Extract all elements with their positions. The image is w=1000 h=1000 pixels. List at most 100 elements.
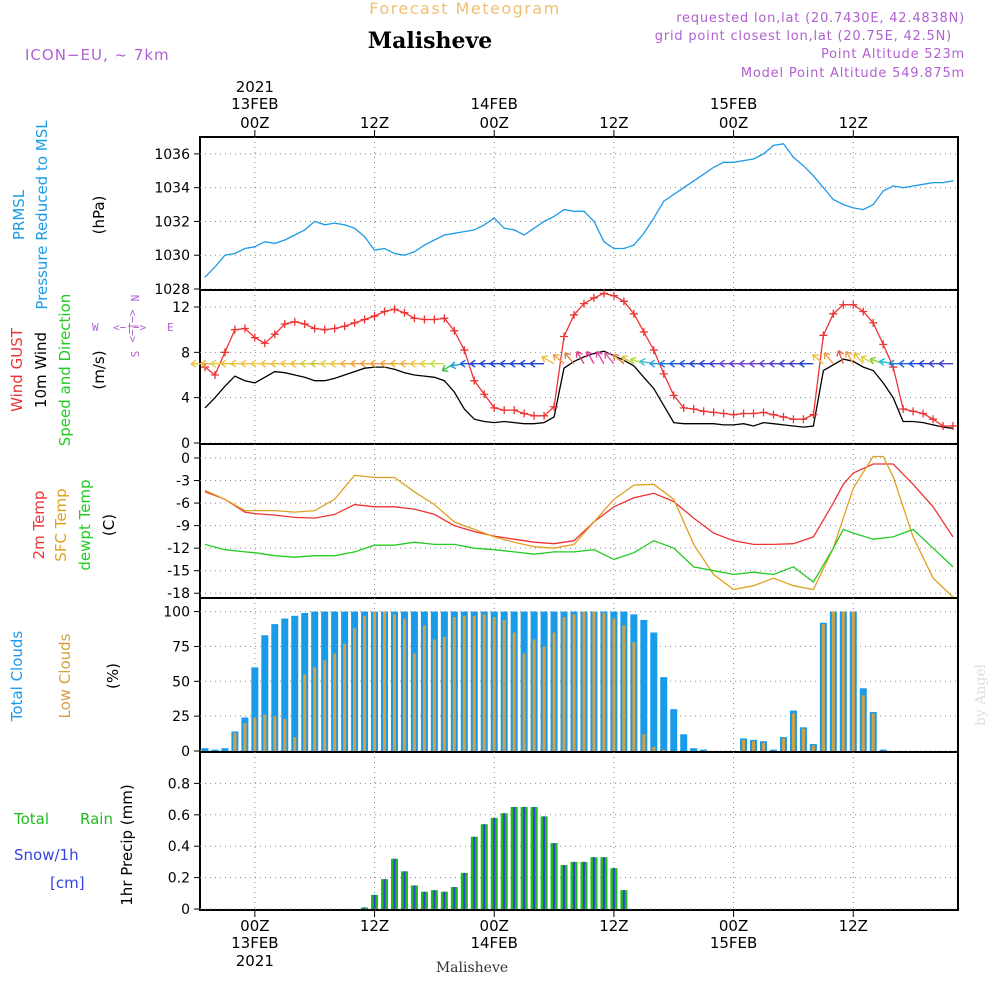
wind-arrow [823, 352, 834, 365]
y-tick-label: -18 [167, 586, 190, 602]
low-cloud-bar [542, 646, 546, 751]
wind-arrow [853, 352, 864, 365]
rain-bar-core [443, 891, 446, 909]
y-tick-label: 25 [172, 709, 190, 725]
pressure-point [583, 210, 585, 212]
precip-axis-label: 1hr Precip (mm) [118, 784, 136, 905]
pressure-point [513, 229, 515, 231]
wind-arrow [845, 350, 854, 365]
pressure-point [922, 183, 924, 185]
t2m-label: 2m Temp [30, 491, 48, 560]
gust-point [240, 324, 249, 333]
wind-line [204, 350, 954, 429]
pressure-point [852, 207, 854, 209]
dewpt-label: dewpt Temp [76, 479, 94, 570]
cloud-labels: Total Clouds Low Clouds (%) [8, 631, 122, 723]
y-tick-label: 50 [172, 674, 190, 690]
rain-bar-core [493, 817, 496, 909]
wind-arrow [621, 355, 635, 365]
pressure-point [463, 230, 465, 233]
y-tick-label: 4 [181, 391, 190, 407]
y-tick-label: 0.6 [168, 808, 190, 824]
pressure-point [683, 187, 685, 189]
low-cloud-bar [353, 628, 357, 751]
pressure-point [912, 185, 914, 187]
total-cloud-bar [670, 709, 678, 751]
low-cloud-bar [383, 611, 387, 751]
gust-point [310, 324, 319, 333]
pressure-point [643, 232, 645, 234]
low-cloud-bar [762, 742, 766, 751]
gust-point [360, 315, 369, 324]
gust-point [440, 314, 449, 323]
total-cloud-bar [211, 749, 219, 751]
rain-bar-core [523, 806, 526, 909]
gust-point [699, 407, 708, 416]
gust-point [669, 391, 678, 400]
pressure-point [433, 239, 435, 241]
y-tick-label: -9 [176, 519, 190, 535]
pressure-point [393, 252, 396, 255]
gust-point [819, 331, 828, 340]
gust-point [709, 408, 718, 417]
pressure-point [663, 200, 665, 202]
axes-layer: 1028 1030 1032 1034 1036 0 4 8 12 0 -3 -6 -9 -12 -15 -1… [154, 78, 959, 970]
gust-point [420, 315, 429, 324]
pressure-point [842, 203, 844, 206]
rain-bar-core [513, 806, 516, 909]
rain-bar-core [373, 894, 376, 909]
pressure-point [603, 241, 605, 243]
gust-point [540, 411, 549, 420]
gust-point [779, 412, 788, 421]
rain-bar-core [433, 890, 436, 909]
low-cloud-bar [392, 614, 396, 751]
gust-point [320, 325, 329, 334]
wind-arrow [836, 349, 844, 364]
pressure-point [703, 173, 705, 175]
total-cloud-bar [201, 748, 209, 751]
pressure-point [473, 229, 475, 231]
low-cloud-bar [791, 713, 795, 751]
gust-point [599, 289, 608, 298]
pressure-point [453, 232, 455, 234]
x-label-hour-bottom: 00Z [480, 917, 509, 935]
x-label-date-top: 14FEB [470, 95, 517, 113]
pressure-point [314, 220, 316, 223]
pressure-point [294, 234, 296, 236]
low-cloud-bar [632, 642, 636, 751]
gust-point [560, 332, 569, 341]
gust-point [639, 327, 648, 336]
low-cloud-bar [273, 716, 277, 751]
gust-point [629, 309, 638, 318]
y-tick-label: 8 [181, 345, 190, 361]
pressure-point [443, 234, 445, 236]
pressure-point [334, 222, 336, 224]
y-tick-label: 1030 [154, 248, 190, 264]
pressure-point [832, 198, 834, 201]
gust-point [530, 411, 539, 420]
pressure-point [772, 144, 775, 147]
gust-point [869, 318, 878, 327]
pressure-point [693, 180, 695, 182]
gust-point [460, 346, 469, 355]
x-label-hour-top: 12Z [360, 114, 389, 132]
wind-arrow [604, 352, 615, 365]
total-cloud-bar [769, 749, 777, 751]
gust-point [719, 409, 728, 418]
wind-arrow [564, 352, 575, 365]
low-cloud-bar [801, 728, 805, 751]
pressure-point [713, 166, 715, 168]
x-label-date-bottom: 13FEB [231, 934, 278, 952]
pressure-point [493, 217, 495, 219]
pressure-point [732, 161, 735, 163]
low-cloud-bar [402, 618, 406, 751]
y-tick-label: 100 [163, 605, 190, 621]
total-cloud-bar [261, 635, 269, 751]
gust-point [649, 346, 658, 355]
pressure-point [593, 220, 595, 223]
gust-point [829, 309, 838, 318]
low-cloud-bar [303, 674, 307, 751]
gust-point [280, 320, 289, 328]
panel-frame [199, 751, 959, 911]
